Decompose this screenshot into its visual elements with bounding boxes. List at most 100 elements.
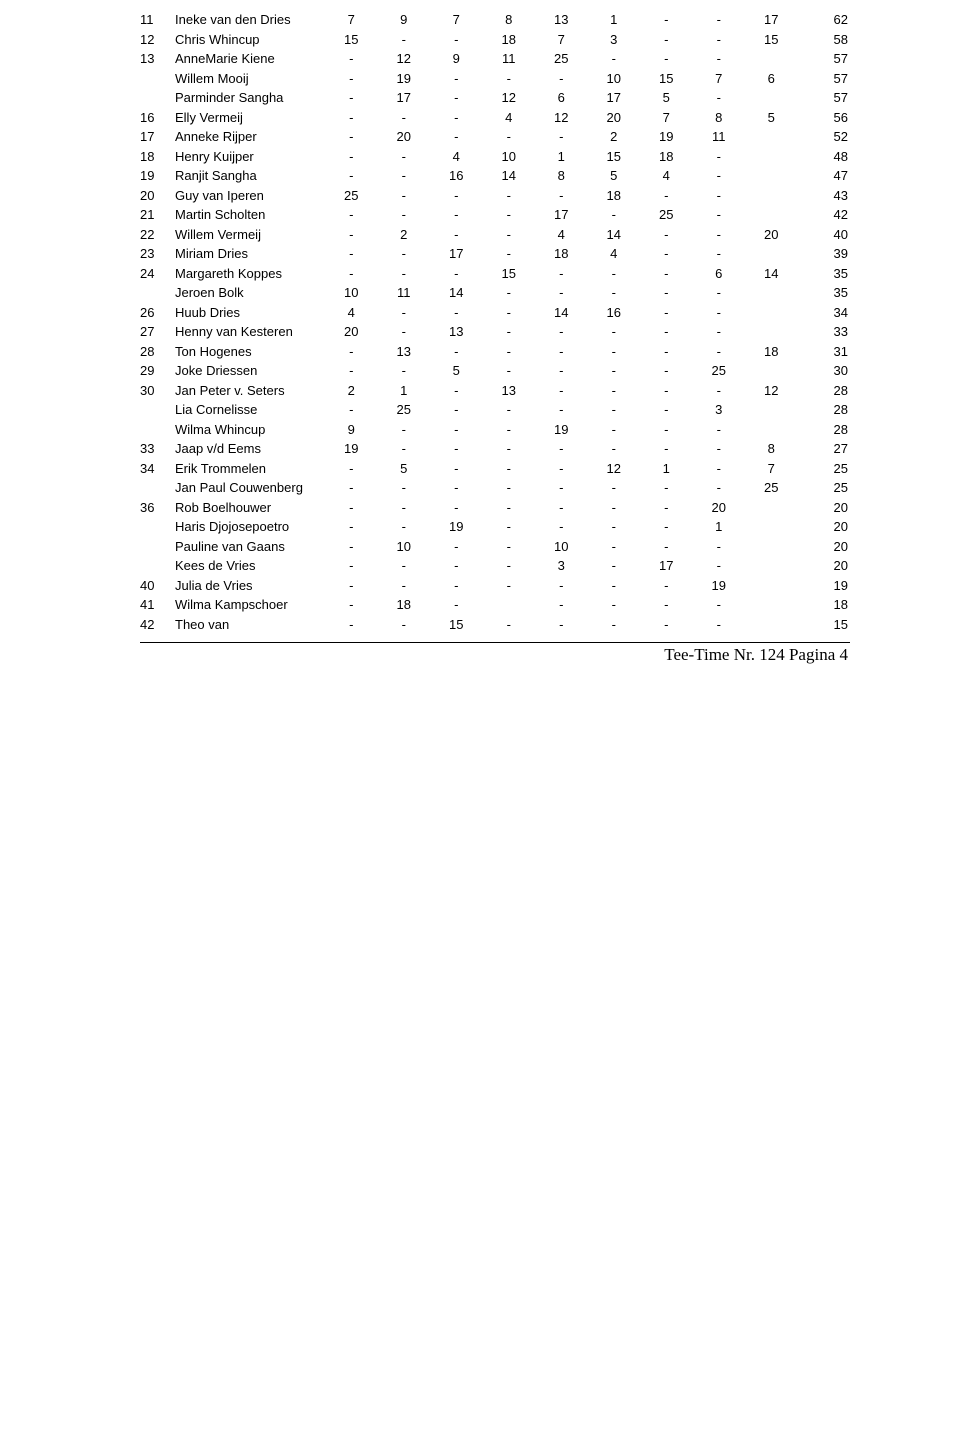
- score-cell: 1: [588, 10, 641, 30]
- score-cell: -: [640, 400, 693, 420]
- score-cell: -: [483, 303, 536, 323]
- rank-cell: 16: [140, 108, 175, 128]
- score-cell: 17: [378, 88, 431, 108]
- name-cell: Ton Hogenes: [175, 342, 325, 362]
- score-cell: -: [378, 478, 431, 498]
- score-cell: -: [430, 420, 483, 440]
- score-cell: 11: [483, 49, 536, 69]
- score-cell: -: [430, 498, 483, 518]
- score-cell: 6: [693, 264, 746, 284]
- score-cell: -: [535, 381, 588, 401]
- score-cell: 25: [378, 400, 431, 420]
- score-cell: -: [430, 400, 483, 420]
- rank-cell: 19: [140, 166, 175, 186]
- score-cell: -: [378, 166, 431, 186]
- rank-cell: 33: [140, 439, 175, 459]
- score-cell: [745, 166, 798, 186]
- rank-cell: 12: [140, 30, 175, 50]
- score-cell: 17: [640, 556, 693, 576]
- score-cell: 7: [745, 459, 798, 479]
- score-cell: 5: [745, 108, 798, 128]
- score-cell: 10: [535, 537, 588, 557]
- score-cell: -: [430, 225, 483, 245]
- total-cell: 47: [798, 166, 851, 186]
- score-cell: -: [535, 498, 588, 518]
- score-cell: -: [483, 361, 536, 381]
- score-cell: 19: [378, 69, 431, 89]
- score-cell: -: [640, 264, 693, 284]
- score-cell: -: [640, 225, 693, 245]
- name-cell: Ranjit Sangha: [175, 166, 325, 186]
- total-cell: 25: [798, 478, 851, 498]
- name-cell: Julia de Vries: [175, 576, 325, 596]
- score-cell: -: [325, 264, 378, 284]
- score-cell: -: [378, 205, 431, 225]
- score-cell: -: [693, 205, 746, 225]
- score-cell: -: [483, 244, 536, 264]
- table-row: 21Martin Scholten----17-25-42: [140, 205, 850, 225]
- score-cell: 3: [588, 30, 641, 50]
- name-cell: Jaap v/d Eems: [175, 439, 325, 459]
- score-cell: -: [640, 342, 693, 362]
- table-row: 13AnneMarie Kiene-1291125---57: [140, 49, 850, 69]
- score-cell: -: [325, 166, 378, 186]
- name-cell: Ineke van den Dries: [175, 10, 325, 30]
- score-cell: -: [483, 69, 536, 89]
- score-cell: -: [535, 186, 588, 206]
- score-cell: 11: [693, 127, 746, 147]
- rank-cell: 27: [140, 322, 175, 342]
- table-row: 41Wilma Kampschoer-18-----18: [140, 595, 850, 615]
- score-cell: -: [325, 49, 378, 69]
- score-cell: 15: [588, 147, 641, 167]
- total-cell: 28: [798, 420, 851, 440]
- total-cell: 20: [798, 556, 851, 576]
- total-cell: 58: [798, 30, 851, 50]
- score-cell: -: [693, 439, 746, 459]
- score-cell: [745, 537, 798, 557]
- score-cell: -: [535, 361, 588, 381]
- score-cell: 3: [535, 556, 588, 576]
- table-row: Kees de Vries----3-17-20: [140, 556, 850, 576]
- score-cell: -: [378, 322, 431, 342]
- rank-cell: 22: [140, 225, 175, 245]
- table-row: 18Henry Kuijper--41011518-48: [140, 147, 850, 167]
- total-cell: 34: [798, 303, 851, 323]
- score-cell: -: [483, 459, 536, 479]
- total-cell: 35: [798, 283, 851, 303]
- score-cell: -: [640, 615, 693, 635]
- table-row: 42Theo van--15-----15: [140, 615, 850, 635]
- table-row: 33Jaap v/d Eems19-------827: [140, 439, 850, 459]
- score-cell: 14: [483, 166, 536, 186]
- score-cell: 20: [745, 225, 798, 245]
- score-cell: 18: [483, 30, 536, 50]
- rank-cell: 42: [140, 615, 175, 635]
- score-cell: 8: [483, 10, 536, 30]
- score-cell: 4: [483, 108, 536, 128]
- total-cell: 20: [798, 517, 851, 537]
- total-cell: 40: [798, 225, 851, 245]
- score-cell: -: [640, 49, 693, 69]
- score-cell: [745, 283, 798, 303]
- table-row: 36Rob Boelhouwer-------2020: [140, 498, 850, 518]
- score-cell: 18: [745, 342, 798, 362]
- score-cell: 14: [430, 283, 483, 303]
- score-cell: -: [483, 225, 536, 245]
- score-cell: -: [640, 537, 693, 557]
- score-cell: -: [430, 264, 483, 284]
- score-cell: -: [378, 108, 431, 128]
- total-cell: 56: [798, 108, 851, 128]
- score-cell: -: [535, 69, 588, 89]
- table-row: Parminder Sangha-17-126175-57: [140, 88, 850, 108]
- table-row: Wilma Whincup9---19---28: [140, 420, 850, 440]
- name-cell: Theo van: [175, 615, 325, 635]
- name-cell: Parminder Sangha: [175, 88, 325, 108]
- score-cell: -: [640, 576, 693, 596]
- score-cell: [745, 147, 798, 167]
- total-cell: 20: [798, 498, 851, 518]
- score-cell: -: [693, 459, 746, 479]
- score-cell: -: [483, 342, 536, 362]
- score-cell: -: [693, 283, 746, 303]
- score-cell: [745, 186, 798, 206]
- score-cell: -: [588, 420, 641, 440]
- score-cell: -: [325, 69, 378, 89]
